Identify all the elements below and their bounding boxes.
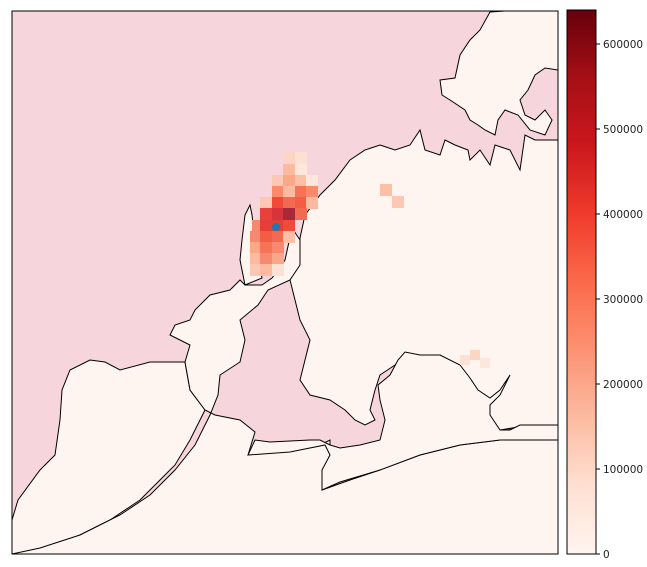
water-northeast-upper (439, 11, 558, 136)
colorbar: 0 100000 200000 300000 400000 500000 600000 (566, 9, 643, 561)
map-frame (11, 10, 559, 555)
colorbar-tick-label: 500000 (603, 124, 643, 136)
colorbar-tick-label: 400000 (603, 209, 643, 221)
colorbar-tick-label: 0 (603, 549, 610, 561)
water-long-island-south (247, 351, 558, 491)
map-area (12, 11, 558, 554)
colorbar-tick-label: 200000 (603, 379, 643, 391)
location-marker (272, 223, 280, 231)
colorbar-tick-label: 100000 (603, 464, 643, 476)
heat-cells (250, 152, 490, 368)
colorbar-tick-label: 600000 (603, 39, 643, 51)
colorbar-ticks: 0 100000 200000 300000 400000 500000 600000 (596, 39, 643, 561)
colorbar-tick-label: 300000 (603, 294, 643, 306)
colorbar-gradient (566, 9, 597, 555)
